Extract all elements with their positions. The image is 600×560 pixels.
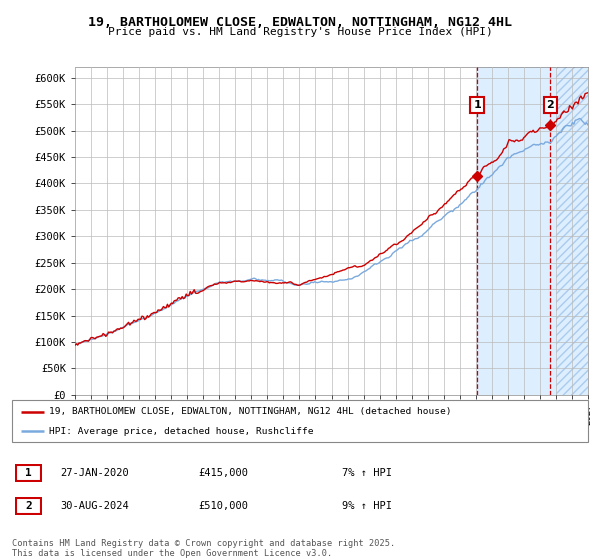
Text: 1: 1 <box>473 100 481 110</box>
Text: 1: 1 <box>25 468 32 478</box>
Text: HPI: Average price, detached house, Rushcliffe: HPI: Average price, detached house, Rush… <box>49 427 314 436</box>
Text: 9% ↑ HPI: 9% ↑ HPI <box>342 501 392 511</box>
Text: Contains HM Land Registry data © Crown copyright and database right 2025.
This d: Contains HM Land Registry data © Crown c… <box>12 539 395 558</box>
FancyBboxPatch shape <box>16 465 41 481</box>
Text: 2: 2 <box>547 100 554 110</box>
Text: 19, BARTHOLOMEW CLOSE, EDWALTON, NOTTINGHAM, NG12 4HL (detached house): 19, BARTHOLOMEW CLOSE, EDWALTON, NOTTING… <box>49 407 452 416</box>
Text: £510,000: £510,000 <box>198 501 248 511</box>
Text: 2: 2 <box>25 501 32 511</box>
FancyBboxPatch shape <box>16 498 41 514</box>
Text: £415,000: £415,000 <box>198 468 248 478</box>
Text: 19, BARTHOLOMEW CLOSE, EDWALTON, NOTTINGHAM, NG12 4HL: 19, BARTHOLOMEW CLOSE, EDWALTON, NOTTING… <box>88 16 512 29</box>
FancyBboxPatch shape <box>12 400 588 442</box>
Text: 7% ↑ HPI: 7% ↑ HPI <box>342 468 392 478</box>
Bar <box>477 67 588 395</box>
Bar <box>556 67 588 395</box>
Text: 30-AUG-2024: 30-AUG-2024 <box>60 501 129 511</box>
Text: Price paid vs. HM Land Registry's House Price Index (HPI): Price paid vs. HM Land Registry's House … <box>107 27 493 37</box>
Text: 27-JAN-2020: 27-JAN-2020 <box>60 468 129 478</box>
